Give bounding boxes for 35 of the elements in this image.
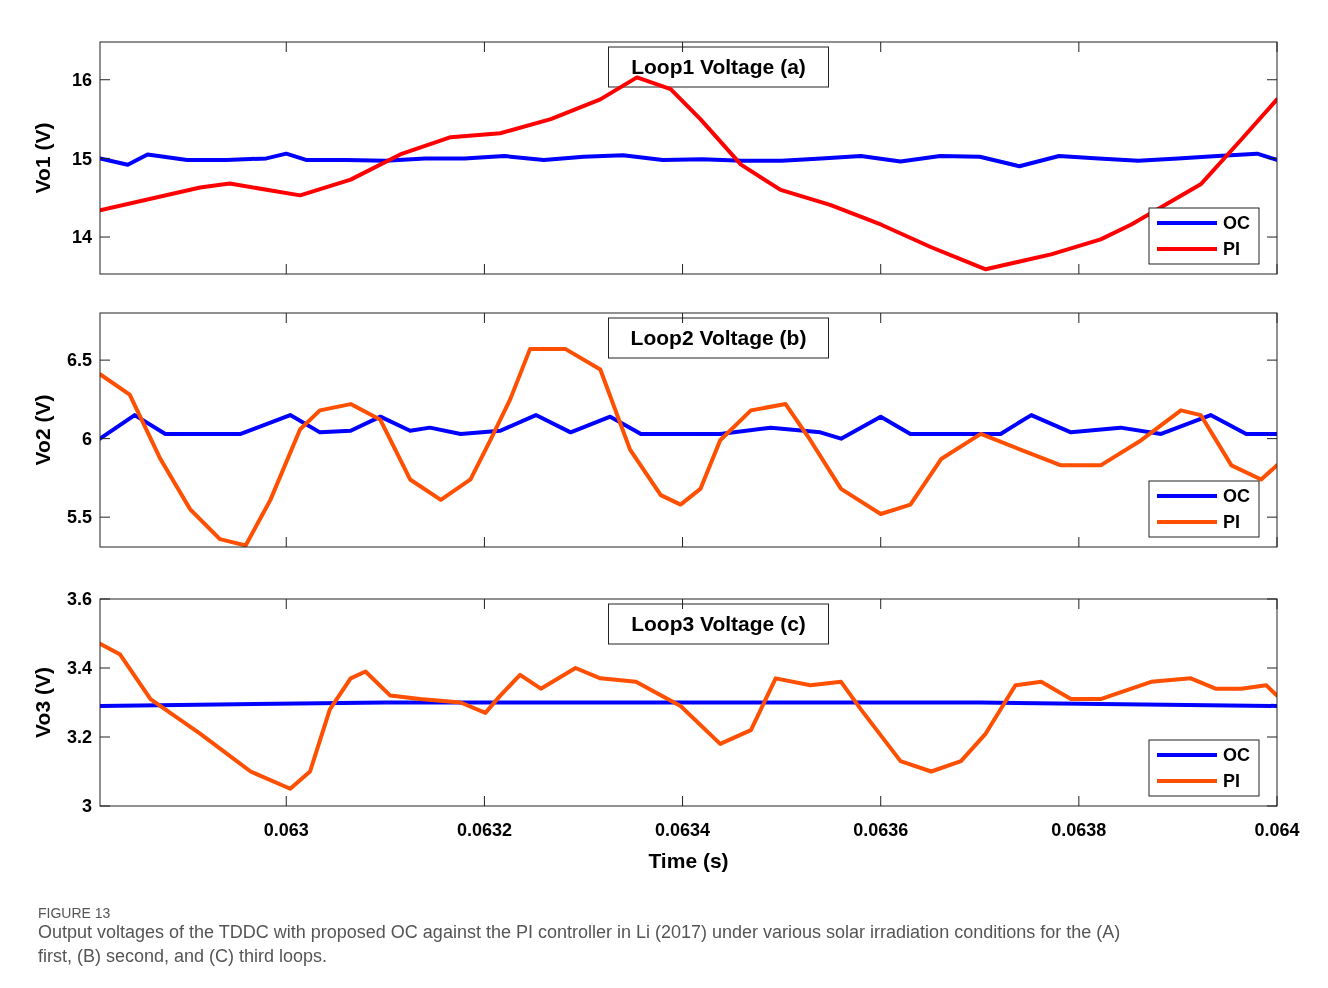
legend-label: OC <box>1223 486 1250 506</box>
y-tick-label: 6 <box>81 428 92 449</box>
y-tick-label: 14 <box>71 227 92 248</box>
y-axis-title: Vo2 (V) <box>31 394 54 466</box>
x-tick-label: 0.0632 <box>456 820 512 840</box>
x-axis-title: Time (s) <box>648 849 729 872</box>
y-axis-title: Vo1 (V) <box>31 122 54 194</box>
line-series <box>100 413 1277 441</box>
x-tick-label: 0.0636 <box>853 820 909 840</box>
y-tick-label: 16 <box>71 70 92 91</box>
y-tick-label: 3.4 <box>66 658 92 679</box>
legend-label: OC <box>1223 213 1250 233</box>
legend-label: PI <box>1223 239 1241 259</box>
line-series <box>100 347 1277 547</box>
text: Loop3 Voltage (c) <box>631 612 806 635</box>
x-tick-label: 0.063 <box>263 820 309 840</box>
y-tick-label: 3.6 <box>66 589 92 610</box>
legend-label: PI <box>1223 512 1241 532</box>
text: Output voltages of the TDDC with proposed OC against the PI controller in Li (2017) under various solar irradiation conditions for the (A) first, (B) second, and (C) third loops. <box>38 922 1121 966</box>
x-tick-label: 0.064 <box>1254 820 1300 840</box>
text: Loop1 Voltage (a) <box>631 55 806 78</box>
y-tick-label: 3 <box>81 796 92 817</box>
x-tick-label: 0.0638 <box>1051 820 1107 840</box>
y-tick-label: 5.5 <box>66 507 92 528</box>
legend-label: PI <box>1223 771 1241 791</box>
y-tick-label: 15 <box>71 148 92 169</box>
y-tick-label: 6.5 <box>66 350 92 371</box>
line-series <box>100 151 1277 169</box>
y-tick-label: 3.2 <box>66 727 92 748</box>
caption: FIGURE 13 <box>38 905 111 921</box>
y-axis-title: Vo3 (V) <box>31 667 54 738</box>
line-series <box>100 641 1277 791</box>
text: Loop2 Voltage (b) <box>630 326 807 349</box>
legend-label: OC <box>1223 745 1250 765</box>
x-tick-label: 0.0634 <box>655 820 711 840</box>
